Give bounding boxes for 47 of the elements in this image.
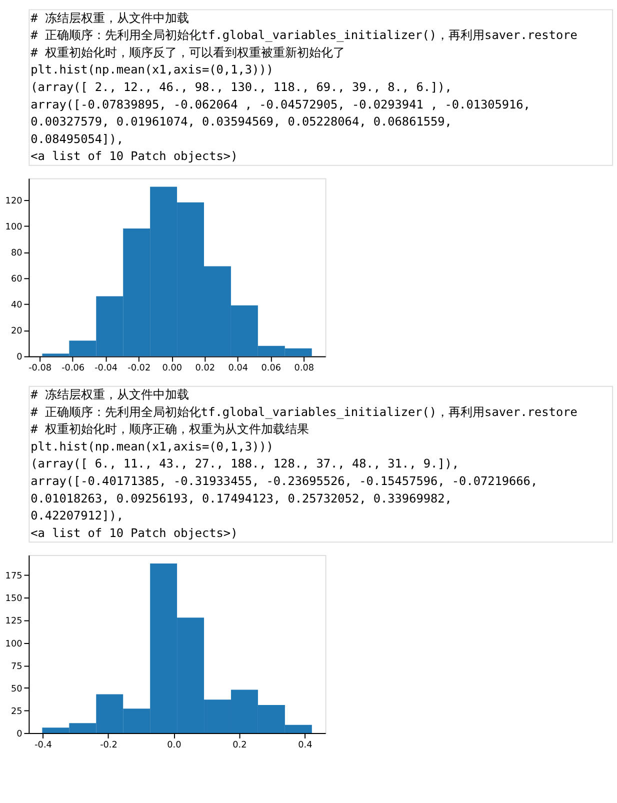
x-tick-label: -0.4 — [34, 740, 52, 750]
x-tick-label: 0.0 — [167, 740, 182, 750]
text: 0.42207912]), — [30, 508, 124, 523]
text: <a list of 10 Patch objects>) — [30, 526, 238, 540]
x-tick-label: 0.02 — [195, 364, 216, 374]
y-tick-label: 0 — [16, 352, 23, 363]
y-tick-label: 175 — [5, 572, 22, 582]
text: # 权重初始化时，顺序正确，权重为从文件加载结果 — [30, 422, 309, 436]
text: (array([ 6., 11., 43., 27., 188., 128., 37., 48., 31., 9.]), — [30, 456, 460, 471]
text: 0.00327579, 0.01961074, 0.03594569, 0.05228064, 0.06861559, — [30, 114, 452, 129]
x-tick-label: 0.4 — [298, 740, 313, 750]
y-tick-label: 100 — [5, 639, 23, 650]
y-tick-label: 40 — [10, 300, 23, 311]
y-tick-label: 50 — [10, 684, 23, 694]
text: # 正确顺序：先利用全局初始化tf.global_variables_initializer()，再利用saver.restore — [30, 404, 578, 419]
y-tick-label: 60 — [10, 274, 23, 284]
x-tick-label: 0.08 — [294, 364, 314, 374]
y-tick-label: 80 — [10, 248, 23, 258]
text: 0.08495054]), — [30, 132, 124, 146]
x-tick-label: -0.2 — [100, 740, 118, 750]
x-tick-label: -0.08 — [28, 364, 52, 374]
x-tick-label: 0.2 — [232, 740, 247, 750]
y-tick-label: 0 — [16, 729, 23, 740]
y-tick-label: 120 — [5, 196, 23, 206]
text: # 冻结层权重，从文件中加载 — [30, 10, 189, 25]
x-tick-label: 0.04 — [228, 364, 248, 374]
x-tick-label: 0.00 — [162, 364, 182, 374]
text: (array([ 2., 12., 46., 98., 130., 118., 69., 39., 8., 6.]), — [30, 80, 452, 94]
text: array([-0.07839895, -0.062064 , -0.04572905, -0.0293941 , -0.01305916, — [30, 97, 530, 112]
text: array([-0.40171385, -0.31933455, -0.23695526, -0.15457596, -0.07219666, — [30, 474, 538, 488]
text: # 冻结层权重，从文件中加载 — [30, 388, 189, 402]
x-tick-label: -0.02 — [128, 364, 151, 374]
text: plt.hist(np.mean(x1,axis=(0,1,3))) — [30, 62, 274, 77]
y-tick-label: 25 — [10, 706, 22, 717]
text: # 正确顺序：先利用全局初始化tf.global_variables_initializer()，再利用saver.restore — [30, 28, 578, 42]
text: # 权重初始化时，顺序反了，可以看到权重被重新初始化了 — [30, 45, 345, 60]
y-tick-label: 75 — [10, 662, 22, 672]
y-tick-label: 100 — [5, 222, 23, 232]
x-tick-label: -0.04 — [94, 364, 118, 374]
y-tick-label: 125 — [5, 616, 22, 627]
x-tick-label: 0.06 — [261, 364, 282, 374]
text: plt.hist(np.mean(x1,axis=(0,1,3))) — [30, 439, 274, 454]
y-tick-label: 150 — [5, 594, 23, 604]
text: <a list of 10 Patch objects>) — [30, 149, 238, 164]
text: 0.01018263, 0.09256193, 0.17494123, 0.25732052, 0.33969982, — [30, 491, 452, 506]
x-tick-label: -0.06 — [62, 364, 85, 374]
y-tick-label: 20 — [10, 326, 23, 337]
